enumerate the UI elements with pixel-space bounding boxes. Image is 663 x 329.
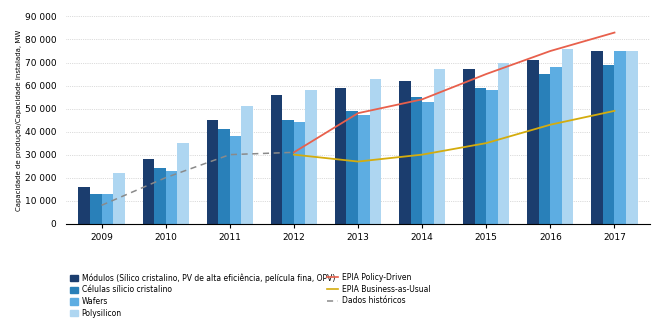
Bar (78, 187, 90, 224)
Bar (369, 79, 381, 224)
Bar (143, 159, 154, 224)
Y-axis label: Capacidade de produção/Capacidade instalada, MW: Capacidade de produção/Capacidade instal… (16, 30, 22, 211)
Bar (358, 115, 369, 224)
Bar (177, 143, 189, 224)
Bar (113, 173, 125, 224)
Bar (463, 69, 475, 224)
Bar (282, 120, 294, 224)
Bar (306, 90, 317, 224)
Bar (230, 136, 241, 224)
Bar (347, 111, 358, 224)
Bar (399, 81, 410, 224)
Bar (166, 171, 177, 224)
Bar (603, 65, 615, 224)
Bar (591, 51, 603, 224)
Bar (486, 90, 498, 224)
Bar (626, 51, 638, 224)
Bar (615, 51, 626, 224)
Bar (434, 69, 446, 224)
Bar (101, 194, 113, 224)
Bar (527, 60, 539, 224)
Bar (90, 194, 101, 224)
Legend: EPIA Policy-Driven, EPIA Business-as-Usual, Dados históricos: EPIA Policy-Driven, EPIA Business-as-Usu… (327, 273, 431, 306)
Bar (335, 88, 347, 224)
Bar (207, 120, 218, 224)
Bar (539, 74, 550, 224)
Bar (294, 122, 306, 224)
Bar (271, 95, 282, 224)
Bar (241, 106, 253, 224)
Bar (550, 67, 562, 224)
Bar (410, 97, 422, 224)
Bar (562, 49, 573, 224)
Bar (218, 129, 230, 224)
Bar (475, 88, 486, 224)
Bar (498, 63, 509, 224)
Bar (154, 168, 166, 224)
Bar (422, 102, 434, 224)
